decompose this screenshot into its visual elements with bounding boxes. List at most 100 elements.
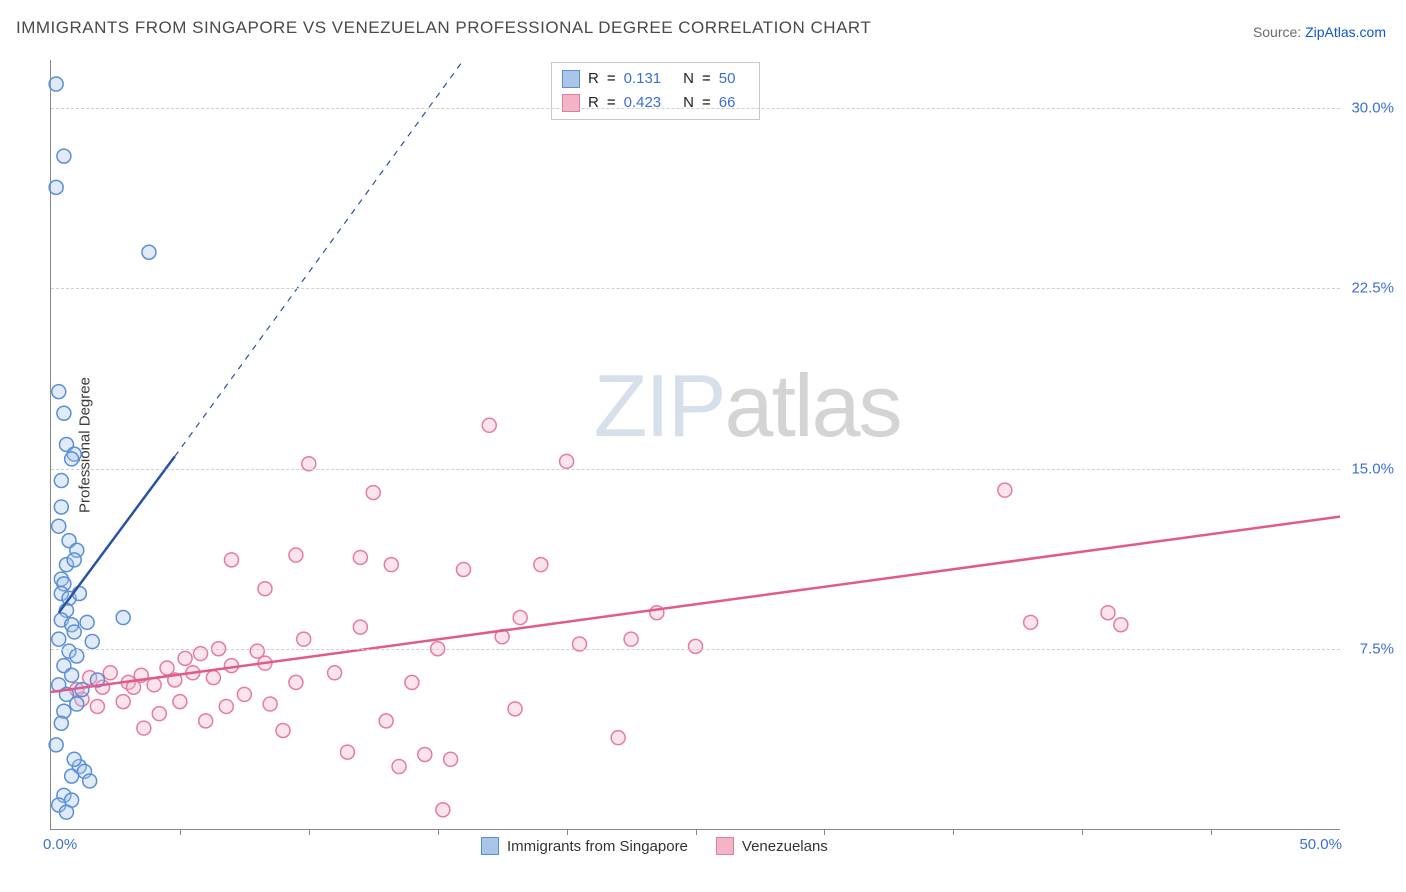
data-point [237, 687, 251, 701]
data-point [353, 550, 367, 564]
x-minor-tick [180, 829, 181, 835]
data-point [328, 666, 342, 680]
correlation-legend: R = 0.131 N = 50 R = 0.423 N = 66 [551, 62, 760, 120]
data-point [152, 707, 166, 721]
plot-area: Professional Degree ZIPatlas R = 0.131 N… [50, 60, 1340, 830]
data-point [436, 803, 450, 817]
data-point [508, 702, 522, 716]
plot-svg [51, 60, 1340, 829]
data-point [418, 748, 432, 762]
data-point [560, 454, 574, 468]
trendline [59, 457, 175, 613]
data-point [49, 738, 63, 752]
data-point [49, 77, 63, 91]
data-point [353, 620, 367, 634]
chart-container: Professional Degree ZIPatlas R = 0.131 N… [50, 60, 1390, 860]
series-legend-venezuelans: Venezuelans [716, 837, 828, 855]
data-point [116, 611, 130, 625]
legend-swatch-singapore [562, 70, 580, 88]
trendline [175, 60, 464, 457]
data-point [116, 695, 130, 709]
data-point [57, 406, 71, 420]
data-point [444, 752, 458, 766]
data-point [142, 245, 156, 259]
data-point [456, 562, 470, 576]
data-point [65, 452, 79, 466]
legend-row-singapore: R = 0.131 N = 50 [562, 67, 749, 91]
source-attribution: Source: ZipAtlas.com [1253, 24, 1386, 40]
legend-n-value-singapore: 50 [719, 67, 736, 91]
data-point [59, 805, 73, 819]
data-point [366, 486, 380, 500]
data-point [83, 774, 97, 788]
legend-r-label: R [588, 91, 599, 115]
x-minor-tick [309, 829, 310, 835]
data-point [1114, 618, 1128, 632]
x-minor-tick [438, 829, 439, 835]
data-point [289, 675, 303, 689]
gridline [51, 288, 1340, 289]
data-point [54, 500, 68, 514]
data-point [54, 716, 68, 730]
data-point [219, 699, 233, 713]
data-point [173, 695, 187, 709]
x-minor-tick [824, 829, 825, 835]
x-minor-tick [953, 829, 954, 835]
data-point [70, 649, 84, 663]
y-tick-label: 30.0% [1351, 100, 1394, 117]
data-point [611, 731, 625, 745]
x-minor-tick [1211, 829, 1212, 835]
series-label-singapore: Immigrants from Singapore [507, 838, 688, 855]
data-point [384, 558, 398, 572]
legend-n-label: N [683, 91, 694, 115]
data-point [392, 760, 406, 774]
data-point [80, 615, 94, 629]
legend-r-label: R [588, 67, 599, 91]
data-point [534, 558, 548, 572]
data-point [85, 635, 99, 649]
data-point [52, 385, 66, 399]
series-label-venezuelans: Venezuelans [742, 838, 828, 855]
x-minor-tick [1082, 829, 1083, 835]
series-legend: Immigrants from Singapore Venezuelans [481, 837, 828, 855]
data-point [482, 418, 496, 432]
source-link[interactable]: ZipAtlas.com [1305, 24, 1386, 40]
data-point [998, 483, 1012, 497]
source-prefix: Source: [1253, 24, 1305, 40]
y-tick-label: 15.0% [1351, 460, 1394, 477]
data-point [57, 149, 71, 163]
gridline [51, 108, 1340, 109]
data-point [513, 611, 527, 625]
data-point [54, 474, 68, 488]
series-legend-singapore: Immigrants from Singapore [481, 837, 688, 855]
y-tick-label: 7.5% [1360, 640, 1394, 657]
data-point [276, 723, 290, 737]
x-tick-min: 0.0% [43, 836, 77, 853]
data-point [67, 752, 81, 766]
legend-n-label: N [683, 67, 694, 91]
data-point [67, 553, 81, 567]
data-point [297, 632, 311, 646]
data-point [103, 666, 117, 680]
data-point [52, 519, 66, 533]
data-point [65, 668, 79, 682]
data-point [624, 632, 638, 646]
data-point [405, 675, 419, 689]
legend-swatch-venezuelans [562, 94, 580, 112]
data-point [1024, 615, 1038, 629]
x-minor-tick [696, 829, 697, 835]
data-point [340, 745, 354, 759]
data-point [49, 180, 63, 194]
gridline [51, 649, 1340, 650]
chart-title: IMMIGRANTS FROM SINGAPORE VS VENEZUELAN … [16, 18, 871, 38]
data-point [52, 632, 66, 646]
data-point [199, 714, 213, 728]
series-swatch-singapore [481, 837, 499, 855]
data-point [689, 639, 703, 653]
data-point [258, 582, 272, 596]
data-point [90, 699, 104, 713]
legend-row-venezuelans: R = 0.423 N = 66 [562, 91, 749, 115]
x-minor-tick [567, 829, 568, 835]
data-point [178, 651, 192, 665]
data-point [289, 548, 303, 562]
